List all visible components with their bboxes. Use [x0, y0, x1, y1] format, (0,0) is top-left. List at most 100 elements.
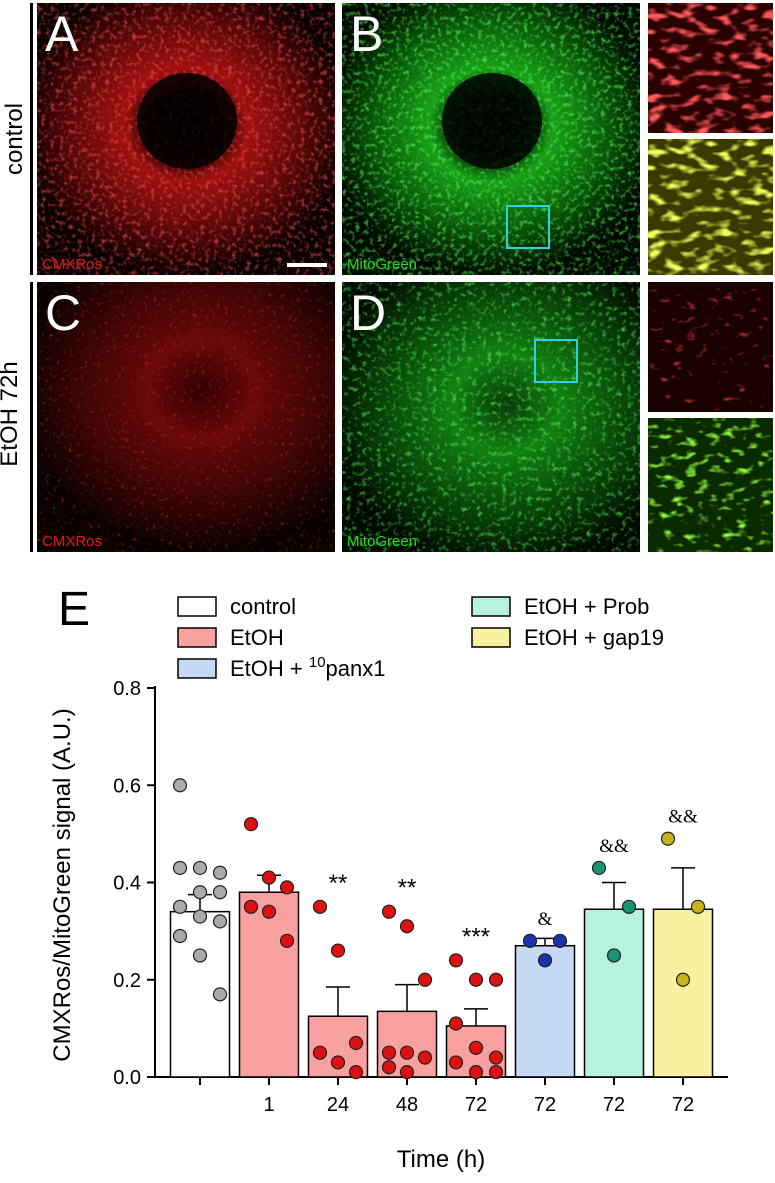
panel-letter-a: A — [45, 6, 79, 62]
data-point — [488, 1050, 504, 1065]
x-tick-label: 1 — [263, 1094, 274, 1116]
data-point — [468, 1065, 484, 1080]
data-point — [212, 987, 228, 1002]
bars: ** *****&&&&& — [169, 778, 714, 1080]
panel-letter-b: B — [350, 6, 384, 62]
data-point — [348, 1065, 364, 1080]
legend-label: EtOH + Prob — [524, 594, 649, 619]
data-point — [399, 1045, 415, 1060]
significance-marker: && — [668, 807, 698, 828]
data-point — [312, 1045, 328, 1060]
data-point — [448, 1055, 464, 1070]
data-point — [399, 919, 415, 934]
data-point — [660, 831, 676, 846]
bar — [238, 891, 300, 1078]
data-point — [192, 948, 208, 963]
data-point — [212, 885, 228, 900]
row-bar-bottom — [30, 282, 33, 552]
bar — [514, 944, 576, 1078]
panel-letter-d: D — [350, 285, 387, 341]
data-point — [212, 865, 228, 880]
data-point — [330, 943, 346, 958]
legend-swatch — [471, 596, 511, 617]
roi-box-d — [534, 339, 578, 383]
legend-label: EtOH + 10panx1 — [230, 654, 386, 681]
x-tick-label: 72 — [534, 1094, 556, 1116]
data-point — [330, 1055, 346, 1070]
chart-e: E control EtOH EtOH + 10panx1 EtOH + Prob Et… — [49, 583, 728, 1173]
data-point — [606, 948, 622, 963]
axes: 0.0 0.2 0.4 0.6 0.8 1 24 48 72 72 72 72 — [113, 678, 728, 1116]
legend-swatch — [177, 596, 217, 617]
row-label-control: control — [1, 102, 28, 176]
cmxros-texture-a — [37, 3, 335, 275]
bar — [652, 908, 714, 1078]
data-point — [417, 972, 433, 987]
data-point — [381, 904, 397, 919]
significance-marker: & — [538, 909, 553, 930]
micrograph-panel-a: A CMXRos — [37, 3, 335, 275]
data-point — [172, 778, 188, 793]
inset-bottom-red — [648, 282, 773, 412]
data-point — [243, 899, 259, 914]
y-tick-label: 0.2 — [113, 970, 141, 992]
data-point — [522, 933, 538, 948]
x-tick-label: 72 — [465, 1094, 487, 1116]
data-point — [243, 817, 259, 832]
mitogreen-texture-b — [342, 3, 640, 275]
data-point — [621, 899, 637, 914]
data-point — [172, 899, 188, 914]
data-point — [417, 1050, 433, 1065]
significance-marker: *** — [462, 923, 490, 950]
data-point — [488, 1065, 504, 1080]
bar — [583, 908, 645, 1078]
data-point — [192, 860, 208, 876]
legend-label: EtOH + gap19 — [524, 625, 664, 650]
legend-label: EtOH — [230, 625, 284, 650]
significance-marker: ** — [329, 870, 348, 897]
y-tick-label: 0.6 — [113, 775, 141, 797]
legend-swatch — [177, 627, 217, 648]
y-axis-label: CMXRos/MitoGreen signal (A.U.) — [49, 708, 76, 1061]
row-label-etoh72h: EtOH 72h — [0, 361, 23, 467]
micrograph-panel-b: B MitoGreen — [342, 3, 640, 275]
x-tick-label: 48 — [396, 1094, 418, 1116]
channel-label-c: CMXRos — [42, 533, 103, 550]
data-point — [312, 899, 328, 914]
data-point — [172, 860, 188, 876]
data-point — [381, 1045, 397, 1060]
data-point — [488, 972, 504, 987]
data-point — [537, 953, 553, 968]
x-tick-label: 72 — [603, 1094, 625, 1116]
data-point — [279, 933, 295, 948]
x-tick-label: 72 — [672, 1094, 694, 1116]
data-point — [690, 899, 706, 914]
data-point — [448, 1016, 464, 1031]
channel-label-a: CMXRos — [42, 256, 103, 273]
legend: control EtOH EtOH + 10panx1 EtOH + Prob EtOH… — [177, 594, 664, 681]
data-point — [399, 1065, 415, 1080]
data-point — [192, 885, 208, 900]
channel-label-b: MitoGreen — [347, 256, 418, 273]
data-point — [212, 914, 228, 929]
y-tick-label: 0.4 — [113, 873, 141, 895]
data-point — [172, 928, 188, 944]
x-tick-label: 24 — [327, 1094, 349, 1116]
scale-bar — [287, 263, 327, 267]
row-bar-top — [30, 3, 33, 275]
legend-swatch — [177, 658, 217, 679]
data-point — [591, 860, 607, 876]
data-point — [261, 904, 277, 919]
data-point — [468, 1040, 484, 1055]
channel-label-d: MitoGreen — [347, 533, 418, 550]
legend-label: control — [230, 594, 296, 619]
inset-bottom-merge — [648, 418, 773, 552]
micrograph-panel-d: D MitoGreen — [342, 282, 640, 552]
data-point — [468, 972, 484, 987]
data-point — [448, 953, 464, 968]
data-point — [381, 1060, 397, 1075]
data-point — [348, 1035, 364, 1051]
micrograph-panel-c: C CMXRos — [37, 282, 335, 552]
mitogreen-texture-d — [342, 282, 640, 552]
legend-swatch — [471, 627, 511, 648]
